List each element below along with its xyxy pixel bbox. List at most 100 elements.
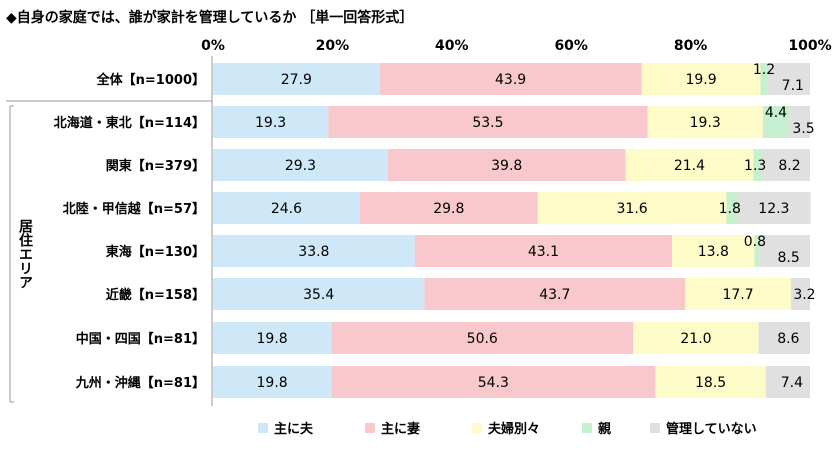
data-label: 53.5 (472, 115, 503, 131)
category-label: 北陸・甲信越【n=57】 (63, 201, 205, 217)
x-tick-label: 60% (554, 38, 588, 54)
data-label: 1.3 (744, 158, 766, 174)
bar-segment (762, 106, 790, 138)
x-tick-label: 0% (201, 38, 225, 54)
data-label: 39.8 (491, 158, 522, 174)
x-tick-label: 20% (316, 38, 350, 54)
legend-swatch (650, 423, 660, 433)
bar-segment (672, 235, 755, 267)
bar-segment (765, 366, 810, 398)
bar-segment (379, 63, 642, 95)
category-label: 九州・沖縄【n=81】 (75, 375, 205, 391)
bar-segment (213, 149, 388, 181)
data-label: 31.6 (617, 201, 648, 217)
bar-segment (761, 149, 810, 181)
data-label: 4.4 (765, 105, 787, 121)
data-label: 50.6 (467, 331, 498, 347)
bar-segment (753, 149, 762, 181)
x-tick-label: 40% (435, 38, 469, 54)
bar-segment (625, 149, 754, 181)
data-label: 19.3 (255, 115, 286, 131)
category-label: 関東【n=379】 (106, 158, 205, 174)
legend-label: 夫婦別々 (488, 421, 540, 437)
bar-segment (685, 278, 791, 310)
category-label: 東海【n=130】 (106, 244, 205, 260)
bar-segment (726, 192, 738, 224)
bar-segment (328, 106, 648, 138)
bar-segment (414, 235, 673, 267)
data-label: 13.8 (698, 244, 729, 260)
data-label: 8.5 (777, 250, 799, 266)
group-label: 居住エリア (17, 219, 33, 289)
bar-segment (331, 322, 634, 354)
x-tick-label: 80% (674, 38, 708, 54)
bar-segment (789, 106, 810, 138)
data-label: 17.7 (722, 287, 753, 303)
bar-segment (737, 192, 811, 224)
data-label: 29.3 (285, 158, 316, 174)
data-label: 43.1 (528, 244, 559, 260)
bar-segment (790, 278, 810, 310)
legend-label: 管理していない (666, 421, 757, 437)
data-label: 12.3 (758, 201, 789, 217)
legend-swatch (365, 423, 375, 433)
bar-segment (213, 235, 415, 267)
legend-label: 主に夫 (274, 421, 314, 437)
legend-swatch (472, 423, 482, 433)
bar-segment (633, 322, 759, 354)
data-label: 19.8 (257, 375, 288, 391)
bar-segment (537, 192, 727, 224)
data-label: 21.0 (680, 331, 711, 347)
bar-segment (213, 63, 380, 95)
data-label: 19.3 (690, 115, 721, 131)
chart-title: ◆自身の家庭では、誰が家計を管理しているか ［単一回答形式］ (6, 9, 413, 26)
data-label: 18.5 (695, 375, 726, 391)
category-label: 北海道・東北【n=114】 (54, 115, 205, 131)
data-label: 29.8 (433, 201, 464, 217)
legend-label: 主に妻 (381, 421, 420, 437)
data-label: 19.9 (685, 72, 716, 88)
data-label: 43.7 (539, 287, 570, 303)
data-label: 8.2 (778, 158, 800, 174)
data-label: 3.5 (792, 121, 814, 137)
category-label: 全体【n=1000】 (96, 72, 205, 88)
category-label: 中国・四国【n=81】 (76, 331, 205, 347)
bar-segment (424, 278, 686, 310)
data-label: 7.4 (781, 375, 803, 391)
data-label: 35.4 (303, 287, 334, 303)
data-label: 1.8 (719, 201, 741, 217)
data-label: 54.3 (478, 375, 509, 391)
data-label: 21.4 (674, 158, 705, 174)
legend-label: 親 (598, 421, 611, 437)
data-label: 24.6 (271, 201, 302, 217)
data-label: 3.2 (793, 287, 815, 303)
data-label: 27.9 (281, 72, 312, 88)
bar-segment (655, 366, 766, 398)
x-tick-label: 100% (788, 38, 831, 54)
legend-swatch (582, 423, 592, 433)
category-label: 近畿【n=158】 (106, 287, 205, 303)
bar-segment (758, 322, 810, 354)
data-label: 19.8 (257, 331, 288, 347)
bar-segment (213, 322, 332, 354)
bar-segment (213, 366, 332, 398)
bar-segment (387, 149, 626, 181)
data-label: 7.1 (782, 78, 804, 94)
legend-swatch (258, 423, 268, 433)
bar-segment (331, 366, 656, 398)
bar-segment (213, 192, 360, 224)
bar-segment (359, 192, 538, 224)
data-label: 43.9 (495, 72, 526, 88)
bar-segment (641, 63, 761, 95)
bar-segment (647, 106, 763, 138)
data-label: 33.8 (298, 244, 329, 260)
bar-segment (213, 278, 425, 310)
data-label: 1.2 (753, 62, 775, 78)
data-label: 8.6 (777, 331, 799, 347)
data-label: 0.8 (744, 234, 766, 250)
bar-segment (213, 106, 329, 138)
bar-segment (760, 63, 768, 95)
bar-segment (754, 235, 760, 267)
bar-segment (759, 235, 810, 267)
